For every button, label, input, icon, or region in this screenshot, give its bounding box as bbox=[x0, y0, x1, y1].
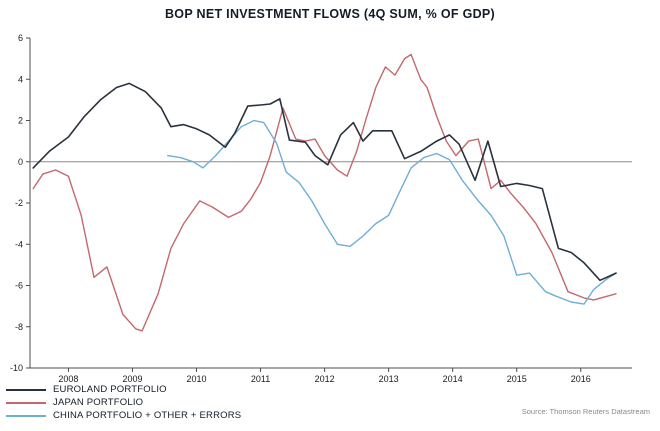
legend-label-japan: JAPAN PORTFOLIO bbox=[53, 397, 144, 408]
x-tick-label: 2008 bbox=[58, 374, 78, 382]
line-chart-canvas: 6 4 2 0 -2 -4 -6 -8 -10 2008 2009 2010 2011 2012 2013 2… bbox=[10, 33, 632, 382]
y-tick-label: 6 bbox=[18, 33, 23, 43]
x-tick-label: 2010 bbox=[186, 374, 206, 382]
legend-line-sample-euroland bbox=[6, 388, 46, 391]
y-tick-label: -6 bbox=[15, 281, 23, 291]
x-tick-label: 2009 bbox=[122, 374, 142, 382]
series-line-euroland bbox=[32, 82, 617, 282]
legend-label-euroland: EUROLAND PORTFOLIO bbox=[53, 384, 167, 395]
y-tick-label: -4 bbox=[15, 239, 23, 249]
y-tick-label: -10 bbox=[10, 363, 23, 373]
legend-label-china: CHINA PORTFOLIO + OTHER + ERRORS bbox=[53, 410, 242, 421]
y-tick-label: 0 bbox=[18, 157, 23, 167]
series-line-japan bbox=[32, 53, 617, 332]
chart-title: BOP NET INVESTMENT FLOWS (4Q SUM, % OF G… bbox=[164, 7, 496, 21]
legend-item-china: CHINA PORTFOLIO + OTHER + ERRORS bbox=[6, 409, 241, 422]
y-tick-label: -2 bbox=[15, 198, 23, 208]
x-tick-label: 2016 bbox=[571, 374, 591, 382]
legend: EUROLAND PORTFOLIO JAPAN PORTFOLIO CHINA… bbox=[6, 383, 241, 422]
x-tick-label: 2011 bbox=[251, 374, 270, 382]
x-tick-label: 2012 bbox=[315, 374, 335, 382]
legend-item-euroland: EUROLAND PORTFOLIO bbox=[6, 383, 241, 396]
y-tick-label: 4 bbox=[18, 74, 23, 84]
legend-line-sample-china bbox=[6, 414, 46, 417]
source-text: Source: Thomson Reuters Datastream bbox=[521, 407, 650, 416]
legend-item-japan: JAPAN PORTFOLIO bbox=[6, 396, 241, 409]
y-tick-label: 2 bbox=[18, 116, 23, 126]
x-tick-label: 2014 bbox=[443, 374, 463, 382]
series-line-china bbox=[166, 119, 617, 305]
x-tick-label: 2015 bbox=[507, 374, 527, 382]
legend-line-sample-japan bbox=[6, 401, 46, 404]
y-tick-label: -8 bbox=[15, 322, 23, 332]
x-tick-label: 2013 bbox=[379, 374, 399, 382]
